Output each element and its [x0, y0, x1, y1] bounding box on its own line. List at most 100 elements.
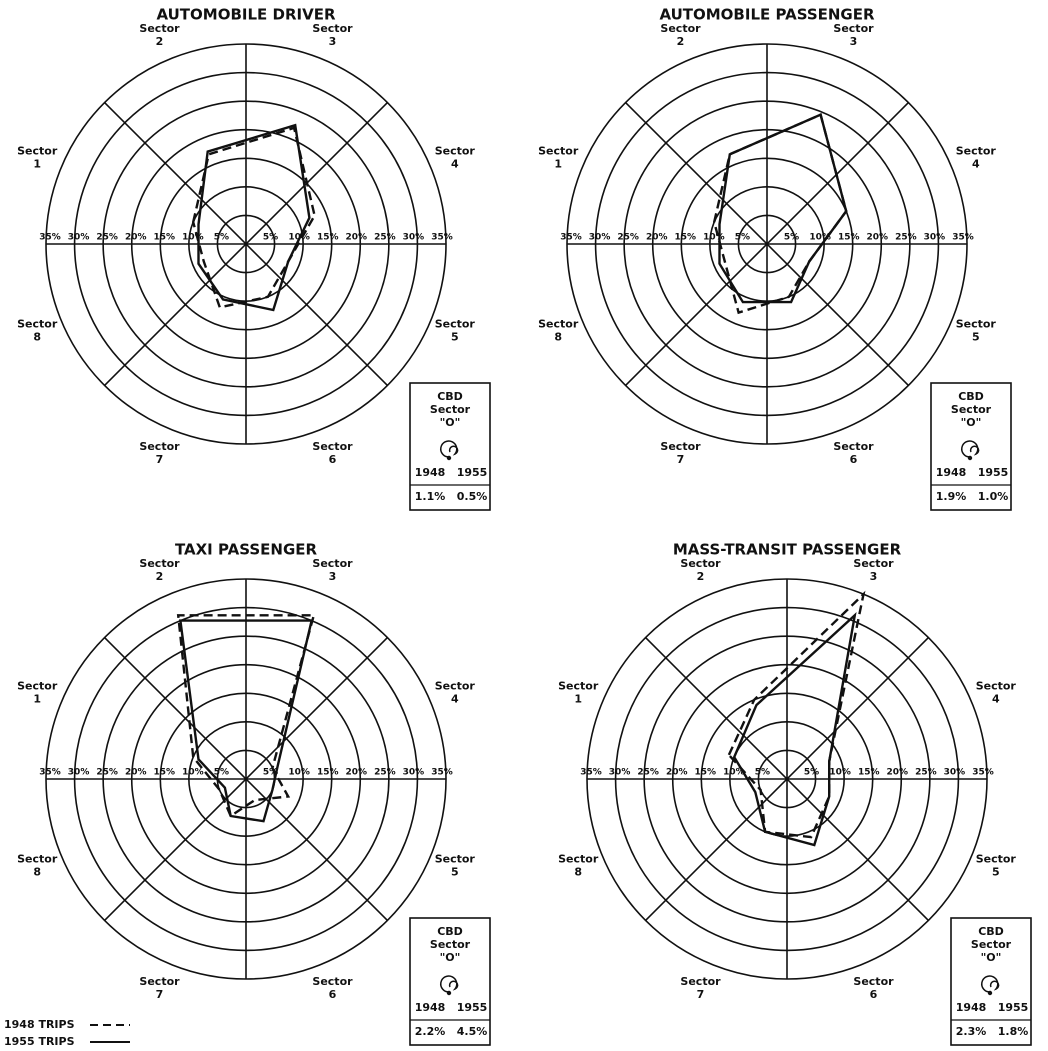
tick-label: 25%	[617, 233, 639, 243]
series-line	[727, 590, 866, 839]
tick-label: 15%	[695, 768, 717, 778]
sector-label: Sector 8	[17, 852, 58, 878]
tick-label: 35%	[431, 768, 453, 778]
cbd-year: 1955	[978, 466, 1009, 479]
sector-label: Sector 7	[660, 440, 701, 466]
tick-label: 5%	[784, 233, 799, 243]
series-line	[732, 612, 857, 847]
series-line	[197, 123, 311, 312]
sector-label: Sector 8	[17, 317, 58, 343]
cbd-box	[950, 917, 1032, 1046]
sector-label: Sector 4	[435, 680, 476, 706]
cbd-icon	[961, 440, 980, 458]
chart-title: MASS-TRANSIT PASSENGER	[673, 541, 902, 559]
series-line	[179, 619, 314, 823]
tick-label: 25%	[637, 768, 659, 778]
spoke	[104, 102, 388, 386]
tick-label: 35%	[39, 233, 61, 243]
cbd-value: 0.5%	[457, 490, 488, 503]
tick-label: 10%	[809, 233, 831, 243]
sector-label: Sector 3	[833, 22, 874, 48]
sector-label: Sector 6	[312, 975, 353, 1001]
tick-label: 20%	[346, 233, 368, 243]
sector-label: Sector 1	[538, 145, 579, 171]
cbd-value: 1.1%	[415, 490, 446, 503]
cbd-icon	[981, 975, 1000, 993]
tick-label: 25%	[96, 768, 118, 778]
tick-label: 15%	[317, 233, 339, 243]
tick-label: 15%	[858, 768, 880, 778]
legend-label: 1948 TRIPS	[4, 1018, 75, 1031]
sector-label: Sector 4	[976, 680, 1017, 706]
sector-label: Sector 8	[538, 317, 579, 343]
sector-label: Sector 5	[976, 852, 1017, 878]
sector-label: Sector 7	[139, 975, 180, 1001]
tick-label: 30%	[609, 768, 631, 778]
sector-label: Sector 3	[312, 22, 353, 48]
series-line	[712, 113, 848, 315]
series-line	[176, 614, 316, 818]
tick-label: 10%	[288, 768, 310, 778]
cbd-year: 1948	[415, 1001, 446, 1014]
cbd-icon	[440, 975, 459, 993]
cbd-dot	[987, 990, 993, 996]
sector-label: Sector 4	[435, 145, 476, 171]
tick-label: 5%	[755, 768, 770, 778]
tick-label: 20%	[125, 768, 147, 778]
cbd-value: 1.0%	[978, 490, 1009, 503]
tick-label: 35%	[39, 768, 61, 778]
series-line	[718, 113, 848, 304]
tick-label: 15%	[838, 233, 860, 243]
cbd-year: 1955	[457, 1001, 488, 1014]
sector-label: Sector 3	[853, 557, 894, 583]
tick-label: 5%	[263, 768, 278, 778]
tick-label: 20%	[346, 768, 368, 778]
chart-title: AUTOMOBILE DRIVER	[156, 6, 335, 24]
cbd-label: CBD Sector "O"	[951, 390, 992, 429]
tick-label: 30%	[403, 233, 425, 243]
tick-label: 30%	[68, 768, 90, 778]
tick-label: 5%	[214, 233, 229, 243]
cbd-label: CBD Sector "O"	[430, 390, 471, 429]
tick-label: 15%	[675, 233, 697, 243]
chart-title: TAXI PASSENGER	[175, 541, 318, 559]
cbd-label: CBD Sector "O"	[971, 925, 1012, 964]
tick-label: 5%	[214, 768, 229, 778]
tick-label: 30%	[944, 768, 966, 778]
tick-label: 35%	[972, 768, 994, 778]
sector-label: Sector 6	[312, 440, 353, 466]
spoke	[625, 102, 909, 386]
cbd-dot	[446, 990, 452, 996]
tick-label: 15%	[154, 233, 176, 243]
sector-label: Sector 1	[17, 680, 58, 706]
sector-label: Sector 1	[558, 680, 599, 706]
tick-label: 20%	[666, 768, 688, 778]
sector-label: Sector 4	[956, 145, 997, 171]
sector-label: Sector 2	[139, 557, 180, 583]
cbd-year: 1948	[415, 466, 446, 479]
cbd-value: 2.3%	[956, 1025, 987, 1038]
cbd-year: 1955	[457, 466, 488, 479]
tick-label: 15%	[154, 768, 176, 778]
cbd-value: 1.9%	[936, 490, 967, 503]
sector-label: Sector 7	[680, 975, 721, 1001]
cbd-dot	[446, 455, 452, 461]
tick-label: 5%	[804, 768, 819, 778]
tick-label: 35%	[952, 233, 974, 243]
tick-label: 25%	[895, 233, 917, 243]
sector-label: Sector 1	[17, 145, 58, 171]
tick-label: 25%	[96, 233, 118, 243]
cbd-value: 1.8%	[998, 1025, 1029, 1038]
cbd-box	[409, 382, 491, 511]
tick-label: 5%	[735, 233, 750, 243]
tick-label: 20%	[867, 233, 889, 243]
legend-label: 1955 TRIPS	[4, 1035, 75, 1048]
tick-label: 10%	[703, 233, 725, 243]
tick-label: 25%	[374, 233, 396, 243]
cbd-label: CBD Sector "O"	[430, 925, 471, 964]
sector-label: Sector 7	[139, 440, 180, 466]
tick-label: 35%	[431, 233, 453, 243]
cbd-icon	[440, 440, 459, 458]
tick-label: 20%	[887, 768, 909, 778]
